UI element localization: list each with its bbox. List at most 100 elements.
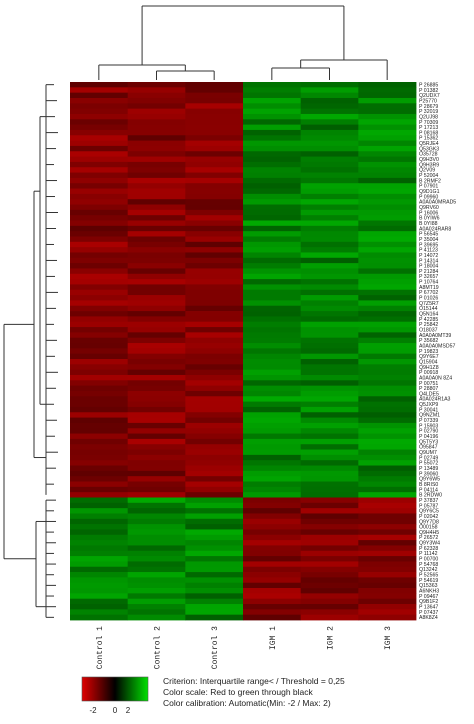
heatmap-cell (300, 460, 359, 466)
heatmap-cell (358, 518, 417, 525)
heatmap-cell (70, 374, 129, 381)
row-label: P 09467 (419, 594, 438, 600)
heatmap-cell (358, 327, 417, 333)
heatmap-cell (243, 289, 302, 296)
heatmap-cell (185, 465, 244, 472)
heatmap-cell (300, 343, 359, 349)
row-label: Q9D1G1 (419, 189, 440, 195)
heatmap-cell (358, 225, 417, 232)
row-label: P 15362 (419, 136, 438, 142)
heatmap-cell (243, 486, 302, 493)
heatmap-cell (300, 598, 359, 605)
heatmap-cell (127, 422, 186, 429)
row-label: Q9Y6E7 (419, 354, 439, 360)
row-label: P 56545 (419, 232, 438, 238)
row-label: P 15903 (419, 423, 438, 429)
row-label: Q5RJE4 (419, 141, 439, 147)
heatmap-cell (300, 529, 359, 536)
heatmap-cell (70, 241, 129, 248)
heatmap-cell (358, 609, 417, 616)
heatmap-cell (358, 604, 417, 610)
heatmap-cell (243, 82, 302, 88)
heatmap-cell (300, 135, 359, 141)
heatmap-cell (358, 492, 417, 498)
column-label: Control 3 (211, 626, 220, 669)
heatmap-cell (243, 406, 302, 413)
heatmap-cell (127, 268, 186, 275)
heatmap-cell (243, 385, 302, 392)
heatmap-cell (185, 177, 244, 184)
heatmap-cell (358, 321, 417, 328)
heatmap-cell (70, 588, 129, 594)
heatmap-cell (127, 566, 186, 573)
row-label: B 2RDW0 (419, 493, 442, 499)
heatmap-cell (358, 156, 417, 163)
heatmap-cell (70, 316, 129, 323)
heatmap-cell (358, 444, 417, 450)
heatmap-cell (127, 257, 186, 264)
heatmap-cell (358, 598, 417, 605)
heatmap-cell (185, 417, 244, 424)
heatmap-cell (300, 481, 359, 488)
heatmap-cell (300, 129, 359, 136)
heatmap-cell (127, 263, 186, 269)
heatmap-cell (185, 263, 244, 269)
heatmap-cell (70, 470, 129, 477)
heatmap-cell (70, 279, 129, 285)
heatmap-cell (300, 177, 359, 184)
heatmap-cell (243, 609, 302, 616)
heatmap-cell (358, 502, 417, 509)
row-label: P 19823 (419, 349, 438, 355)
heatmap-cell (127, 390, 186, 397)
heatmap-cell (70, 534, 129, 541)
heatmap-cell (243, 604, 302, 610)
heatmap-cell (358, 374, 417, 381)
heatmap-cell (358, 358, 417, 365)
heatmap-cell (300, 438, 359, 445)
heatmap-cell (358, 614, 417, 621)
row-label: P 07437 (419, 610, 438, 616)
heatmap-cell (300, 540, 359, 546)
heatmap-cell (358, 470, 417, 477)
heatmap-cell (70, 508, 129, 514)
heatmap-cell (358, 177, 417, 184)
heatmap-cell (127, 444, 186, 450)
heatmap-cell (185, 273, 244, 280)
heatmap-cell (70, 300, 129, 307)
row-label: P 26885 (419, 82, 438, 88)
heatmap-cell (243, 422, 302, 429)
heatmap-cell (127, 119, 186, 126)
row-label: P 07901 (419, 184, 438, 190)
heatmap-cell (358, 311, 417, 317)
heatmap-cell (127, 454, 186, 461)
heatmap-cell (185, 220, 244, 227)
heatmap-cell (185, 604, 244, 610)
heatmap-cell (185, 300, 244, 307)
row-label: P 14314 (419, 258, 438, 264)
heatmap-cell (185, 449, 244, 456)
heatmap-cell (185, 236, 244, 243)
heatmap-cell (243, 103, 302, 110)
heatmap-cell (243, 108, 302, 115)
heatmap-cell (243, 337, 302, 344)
heatmap-cell (127, 518, 186, 525)
heatmap-cell (358, 113, 417, 120)
heatmap-cell (70, 215, 129, 221)
heatmap-cell (70, 582, 129, 589)
column-labels: Control 1 Control 2 Control 3 IGM 1 IGM 2 IGM… (96, 626, 393, 669)
heatmap-cell (127, 513, 186, 520)
heatmap-cell (300, 145, 359, 152)
heatmap-cell (70, 556, 129, 562)
heatmap-cell (70, 263, 129, 269)
heatmap-cell (127, 220, 186, 227)
heatmap-cell (300, 545, 359, 552)
heatmap-cell (70, 353, 129, 360)
heatmap-cell (127, 108, 186, 115)
heatmap-cell (70, 513, 129, 520)
heatmap-cell (185, 369, 244, 376)
heatmap-cell (300, 550, 359, 557)
heatmap-cell (185, 561, 244, 568)
heatmap-cell (358, 151, 417, 157)
heatmap-cell (243, 193, 302, 200)
